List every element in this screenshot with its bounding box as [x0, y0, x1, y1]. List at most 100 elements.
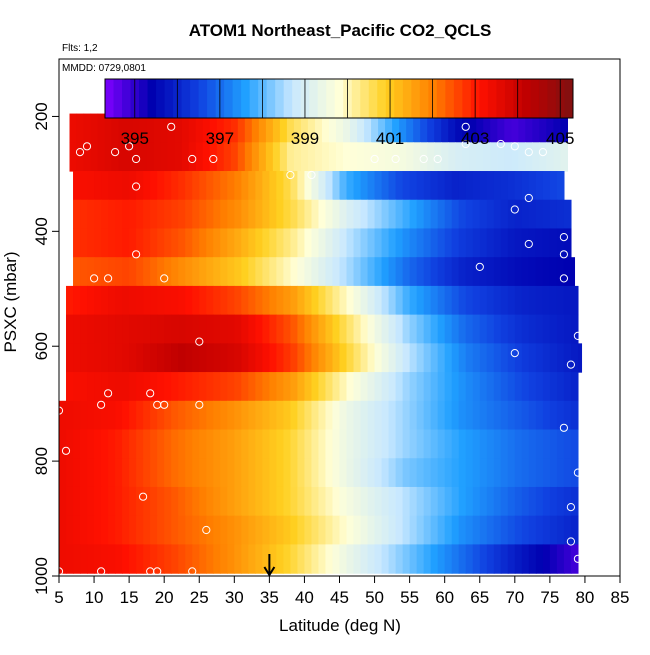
heat-cell	[371, 113, 379, 143]
heat-cell	[73, 199, 81, 230]
heat-cell	[283, 544, 292, 574]
heat-cell	[136, 314, 144, 344]
heat-cell	[115, 429, 123, 459]
heat-cell	[563, 257, 572, 287]
heat-cell	[122, 199, 130, 230]
heat-cell	[234, 400, 242, 431]
heat-cell	[157, 285, 165, 316]
heat-cell	[332, 171, 341, 201]
heat-cell	[402, 199, 411, 230]
heat-cell	[353, 228, 362, 258]
heat-cell	[360, 285, 369, 316]
heat-cell	[535, 228, 544, 258]
heat-cell	[479, 257, 488, 287]
heat-cell	[563, 458, 572, 488]
heat-cell	[486, 458, 495, 488]
heat-cell	[500, 171, 509, 201]
heat-cell	[206, 486, 214, 517]
heat-cell	[486, 544, 495, 574]
heat-cell	[388, 199, 397, 230]
heat-cell	[556, 343, 565, 373]
heat-cell	[360, 486, 369, 517]
heat-cell	[157, 257, 165, 287]
heat-cell	[570, 257, 576, 287]
sample-point	[524, 239, 533, 249]
heat-cell	[332, 486, 341, 517]
heat-cell	[528, 458, 537, 488]
heat-cell	[465, 400, 474, 431]
flights-note: Flts: 1,2	[62, 43, 98, 54]
heat-cell	[227, 343, 235, 373]
heat-cell	[346, 544, 355, 574]
heat-cell	[73, 257, 81, 287]
heat-cell	[374, 486, 383, 517]
heat-cell	[339, 372, 348, 402]
heat-cell	[444, 314, 453, 344]
heat-cell	[269, 257, 277, 287]
heat-cell	[150, 458, 158, 488]
heat-cell	[542, 400, 551, 431]
heat-cell	[437, 343, 446, 373]
heat-cell	[108, 458, 116, 488]
heat-cell	[122, 257, 130, 287]
heat-cell	[129, 515, 137, 545]
heat-cell	[360, 515, 369, 545]
heat-cell	[258, 113, 267, 143]
heat-cell	[493, 343, 502, 373]
heat-cell	[241, 515, 249, 545]
heat-cell	[150, 199, 158, 230]
heat-cell	[325, 486, 334, 517]
heat-cell	[171, 458, 179, 488]
heat-cell	[311, 228, 320, 258]
heat-cell	[255, 400, 263, 431]
heat-cell	[94, 171, 102, 201]
heat-cell	[192, 515, 200, 545]
heat-cell	[367, 429, 376, 459]
heat-cell	[125, 142, 134, 172]
heat-cell	[87, 544, 95, 574]
heat-cell	[171, 171, 179, 201]
heat-cell	[465, 171, 474, 201]
heat-cell	[360, 171, 369, 201]
heat-cell	[202, 142, 211, 172]
colorbar-segment	[156, 79, 166, 118]
heat-cell	[451, 372, 460, 402]
heat-cell	[157, 228, 165, 258]
heat-cell	[171, 285, 179, 316]
heat-cell	[353, 314, 362, 344]
heat-cell	[367, 544, 376, 574]
heat-cell	[353, 285, 362, 316]
heat-cell	[227, 400, 235, 431]
heat-cell	[108, 257, 116, 287]
heat-cell	[73, 285, 81, 316]
heat-cell	[465, 257, 474, 287]
heat-cell	[430, 400, 439, 431]
heat-cell	[325, 314, 334, 344]
colorbar-segment	[292, 79, 302, 118]
heat-cell	[318, 486, 327, 517]
heat-cell	[395, 171, 404, 201]
colorbar-segment	[419, 79, 429, 118]
heat-cell	[94, 486, 102, 517]
heat-cell	[87, 171, 95, 201]
heat-cell	[171, 544, 179, 574]
heat-cell	[234, 199, 242, 230]
heat-cell	[542, 285, 551, 316]
heat-cell	[122, 429, 130, 459]
heat-cell	[297, 544, 306, 574]
heat-cell	[378, 113, 386, 143]
heat-cell	[353, 544, 362, 574]
heat-cell	[276, 343, 284, 373]
heat-cell	[479, 199, 488, 230]
heat-cell	[220, 372, 228, 402]
heat-cell	[234, 314, 242, 344]
heat-cell	[241, 372, 249, 402]
heat-cell	[465, 343, 474, 373]
heat-cell	[227, 171, 235, 201]
sample-point	[433, 154, 442, 164]
sample-point	[139, 492, 148, 501]
heat-cell	[262, 372, 270, 402]
heat-cell	[178, 171, 186, 201]
heat-cell	[423, 372, 432, 402]
heat-cell	[528, 171, 537, 201]
